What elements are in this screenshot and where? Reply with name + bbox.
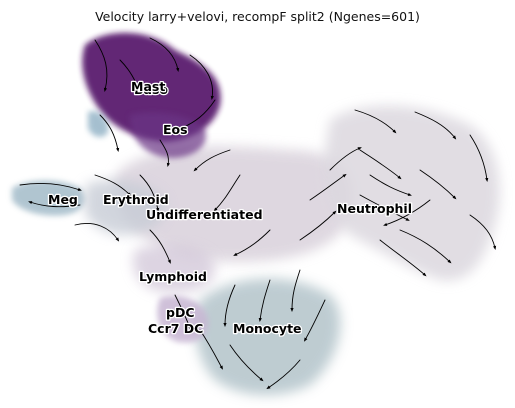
label-monocyte: Monocyte (233, 321, 302, 336)
cloud-erythroid (84, 180, 166, 235)
streamline (94, 39, 108, 92)
streamline (213, 174, 241, 212)
label-neutrophil: Neutrophil (337, 201, 412, 216)
cloud-monocyte (195, 278, 341, 396)
streamline (379, 239, 427, 277)
streamline (414, 111, 457, 140)
cloud-pdc (157, 296, 209, 343)
streamline (258, 279, 271, 323)
cloud-undifferentiated (113, 146, 353, 262)
streamline (159, 139, 170, 167)
streamline (469, 214, 497, 250)
streamline (223, 284, 236, 328)
label-lymphoid: Lymphoid (139, 269, 207, 284)
streamline (383, 199, 431, 226)
streamline (149, 37, 180, 72)
streamline (303, 299, 326, 342)
cloud-meg (12, 180, 85, 216)
streamline (99, 114, 120, 152)
streamline (199, 329, 223, 370)
cloud-blue-patch (88, 111, 109, 137)
streamline (329, 147, 362, 171)
streamline (266, 359, 301, 390)
label-eos: Eos (163, 122, 188, 137)
streamline (149, 229, 171, 264)
streamline (469, 134, 489, 183)
cloud-neutrophil (323, 105, 500, 281)
cloud-eos (130, 112, 206, 158)
streamline (309, 173, 347, 201)
cluster-labels: Baso Mast Eos Meg Erythroid Undifferenti… (47, 78, 414, 338)
streamline (94, 174, 132, 197)
streamline (19, 182, 82, 191)
plot-title: Velocity larry+velovi, recompF split2 (N… (95, 9, 420, 24)
streamline (180, 99, 216, 129)
cloud-mast-baso (82, 32, 221, 142)
streamline (299, 210, 337, 241)
streamline (28, 201, 81, 208)
streamline (139, 174, 160, 212)
streamline (419, 169, 457, 200)
streamline (229, 344, 264, 382)
streamline (74, 223, 120, 242)
streamline (189, 54, 214, 100)
streamline (193, 149, 231, 172)
streamline (290, 269, 301, 313)
streamline (359, 194, 410, 221)
label-erythroid: Erythroid (103, 192, 169, 207)
streamline (399, 229, 452, 264)
label-baso: Baso (134, 82, 168, 97)
streamline (359, 149, 402, 180)
streamline (369, 174, 412, 196)
streamline (233, 229, 271, 256)
label-ccr7dc: Ccr7 DC (148, 321, 203, 336)
streamline (354, 109, 397, 134)
cluster-clouds (12, 32, 500, 396)
cloud-lymphoid (133, 245, 216, 293)
streamline (174, 294, 191, 330)
label-meg: Meg (48, 192, 78, 207)
label-pdc: pDC (166, 305, 195, 320)
streamlines (19, 37, 497, 390)
label-undifferentiated: Undifferentiated (146, 207, 263, 222)
streamline (119, 59, 141, 94)
label-mast: Mast (131, 79, 165, 94)
